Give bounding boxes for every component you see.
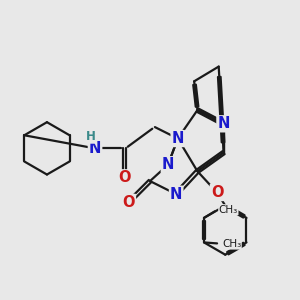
Text: N: N: [218, 116, 230, 131]
Text: N: N: [89, 141, 101, 156]
Text: CH₃: CH₃: [219, 205, 238, 215]
Text: O: O: [211, 185, 223, 200]
Text: CH₃: CH₃: [222, 239, 241, 249]
Text: O: O: [122, 195, 135, 210]
Text: O: O: [118, 170, 131, 185]
Text: N: N: [162, 157, 174, 172]
Text: N: N: [170, 187, 182, 202]
Text: H: H: [86, 130, 96, 143]
Text: N: N: [172, 131, 184, 146]
